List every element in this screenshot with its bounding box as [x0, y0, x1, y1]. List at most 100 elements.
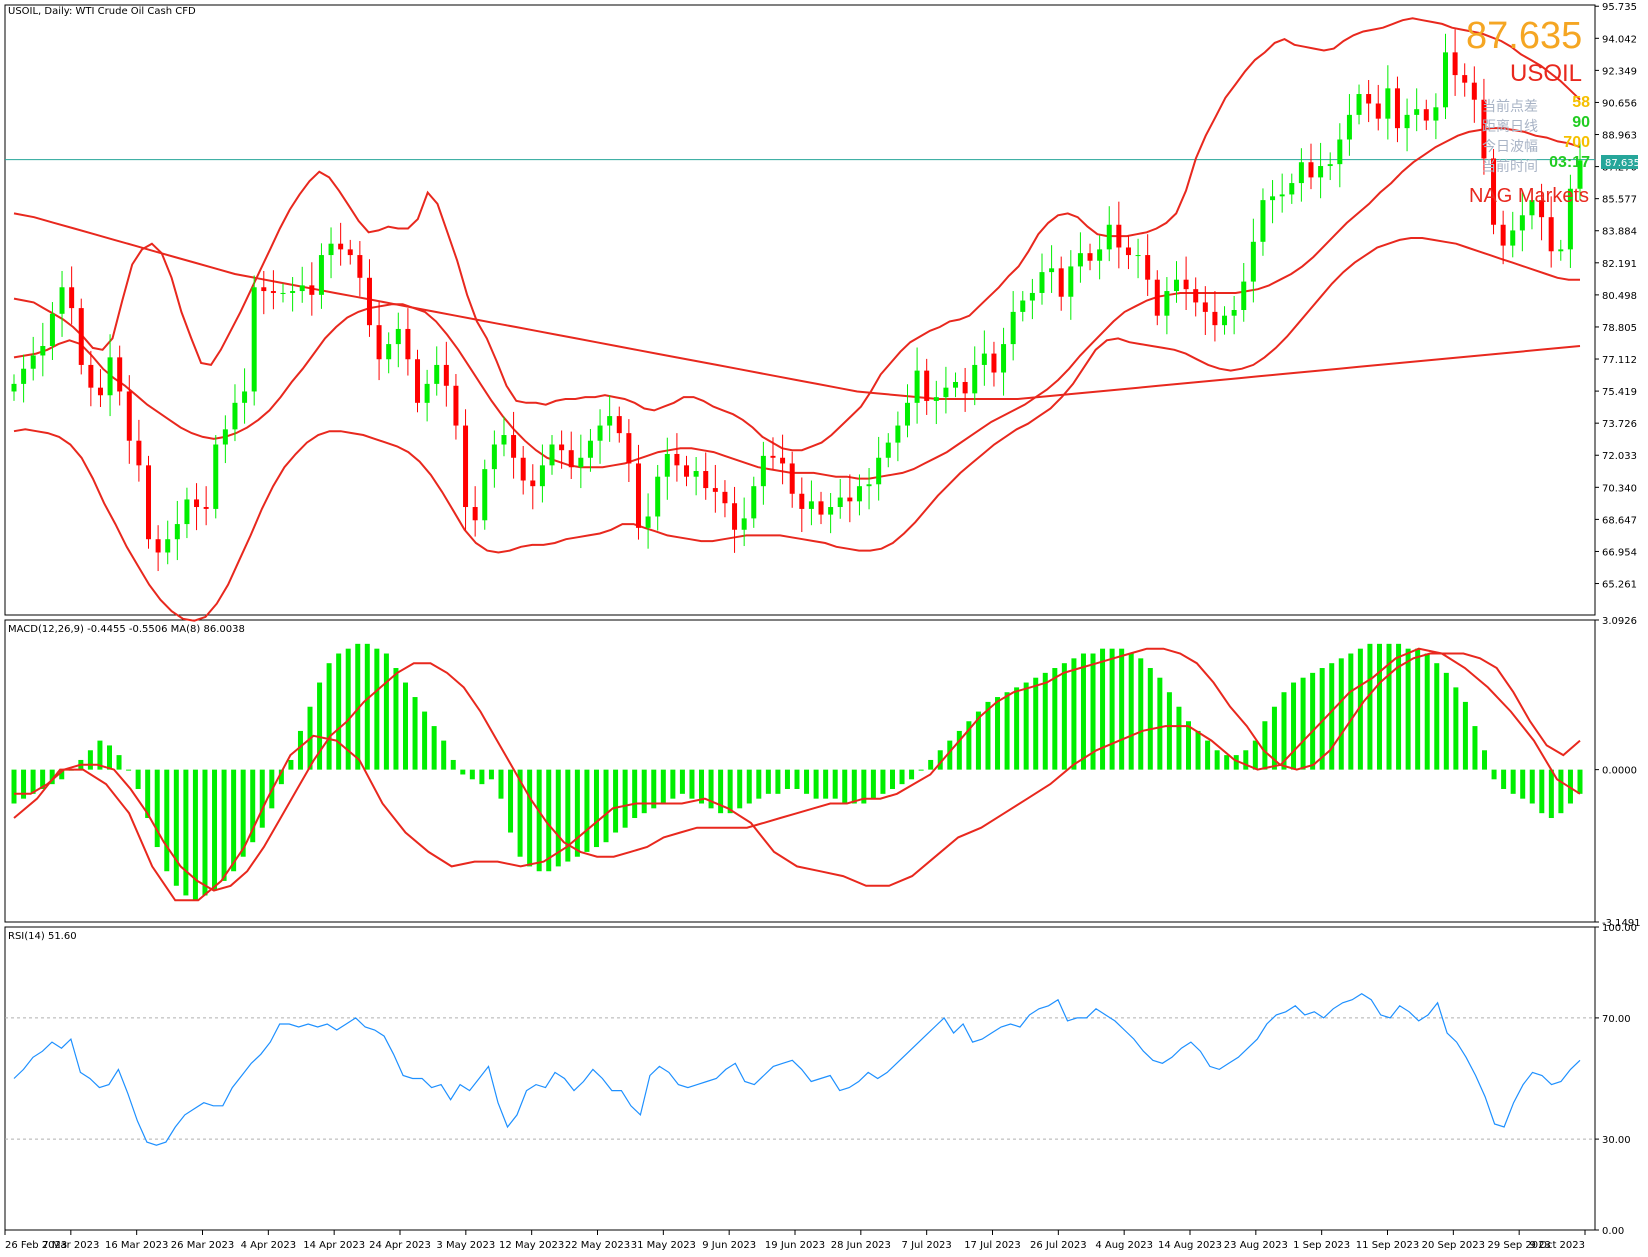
macd-histogram-bar: [1100, 648, 1106, 770]
rsi-panel[interactable]: [5, 992, 1595, 1146]
macd-histogram-bar: [1166, 692, 1172, 770]
candle-body: [1097, 249, 1103, 261]
candle-body: [770, 455, 776, 458]
macd-tick-label: 0.0000: [1602, 766, 1637, 777]
indicator-line: [13, 127, 1581, 480]
time-tick-label: 26 Feb 2023: [5, 1240, 67, 1251]
candle-body: [1298, 162, 1304, 184]
candle-body: [1058, 268, 1064, 297]
candle-body: [924, 370, 930, 401]
candle-body: [1289, 183, 1295, 195]
macd-histogram-bar: [11, 769, 17, 804]
candle-body: [1202, 302, 1208, 312]
time-tick-label: 12 May 2023: [499, 1240, 564, 1251]
macd-histogram-bar: [1338, 658, 1344, 770]
candle-body: [511, 435, 517, 458]
macd-histogram-bar: [326, 663, 332, 770]
rsi-tick-label: 100.00: [1602, 923, 1637, 934]
candle-body: [1452, 52, 1458, 76]
macd-histogram-bar: [870, 769, 876, 799]
macd-histogram-bar: [1482, 750, 1488, 770]
candle-body: [59, 287, 65, 314]
candle-body: [376, 325, 382, 360]
macd-histogram-bar: [670, 769, 676, 799]
macd-histogram-bar: [383, 653, 389, 770]
price-tick-label: 90.656: [1602, 98, 1637, 109]
macd-histogram-bar: [1462, 701, 1468, 770]
candle-body: [318, 255, 324, 295]
candle-body: [463, 425, 469, 508]
candle-body: [1125, 247, 1131, 256]
macd-histogram-bar: [154, 769, 160, 848]
macd-histogram-bar: [106, 745, 112, 770]
candle-body: [693, 471, 699, 477]
candle-body: [1558, 249, 1564, 252]
macd-histogram-bar: [1186, 721, 1191, 770]
macd-histogram-bar: [909, 769, 915, 780]
macd-histogram-bar: [1558, 769, 1564, 814]
price-tick-label: 65.261: [1602, 580, 1637, 591]
candle-body: [155, 539, 161, 553]
macd-histogram-bar: [737, 769, 743, 809]
macd-histogram-bar: [1415, 648, 1421, 770]
macd-histogram-bar: [173, 769, 179, 886]
candle-body: [501, 435, 507, 445]
candle-body: [703, 471, 709, 489]
candle-body: [1471, 82, 1477, 100]
macd-panel[interactable]: [11, 643, 1583, 902]
price-panel[interactable]: [5, 17, 1595, 622]
candle-body: [808, 501, 814, 509]
macd-histogram-bar: [1376, 643, 1382, 770]
price-tick-label: 94.042: [1602, 34, 1637, 45]
candle-body: [386, 344, 392, 360]
info-row-value: 58: [1572, 94, 1590, 111]
macd-histogram-bar: [317, 682, 323, 770]
price-tick-label: 72.033: [1602, 451, 1637, 462]
macd-histogram-bar: [1567, 769, 1573, 804]
macd-histogram-bar: [794, 769, 800, 789]
candle-body: [732, 503, 738, 530]
candle-body: [328, 243, 334, 256]
macd-histogram-bar: [1033, 677, 1039, 770]
macd-histogram-bar: [1071, 658, 1077, 770]
time-tick-label: 26 Mar 2023: [171, 1240, 234, 1251]
candle-body: [895, 425, 901, 443]
macd-histogram-bar: [1109, 648, 1115, 770]
candle-body: [1491, 158, 1497, 225]
macd-histogram-bar: [460, 769, 466, 775]
candle-body: [491, 444, 497, 470]
candle-body: [1087, 253, 1093, 261]
candle-body: [1346, 114, 1352, 140]
macd-histogram-bar: [527, 769, 533, 867]
macd-histogram-bar: [889, 769, 895, 789]
macd-histogram-bar: [288, 759, 294, 770]
candle-body: [856, 486, 862, 502]
macd-histogram-bar: [1319, 668, 1325, 770]
macd-histogram-bar: [718, 769, 724, 814]
macd-histogram-bar: [1291, 682, 1297, 770]
candle-body: [1241, 281, 1247, 310]
time-tick-label: 29 Sep 2023: [1487, 1240, 1550, 1251]
candle-body: [1385, 88, 1391, 119]
macd-histogram-bar: [116, 755, 122, 770]
macd-histogram-bar: [1052, 668, 1058, 770]
macd-histogram-bar: [412, 697, 418, 770]
candle-body: [415, 359, 421, 403]
candle-body: [443, 364, 449, 386]
price-tick-label: 68.647: [1602, 515, 1637, 526]
macd-histogram-bar: [469, 769, 475, 780]
price-axis: 95.73594.04292.34990.65688.96387.27085.5…: [1595, 2, 1641, 1237]
macd-histogram-bar: [1262, 721, 1268, 770]
candle-body: [69, 287, 75, 309]
macd-histogram-bar: [861, 769, 867, 804]
price-overlay-big: 87.635: [1466, 15, 1583, 57]
macd-histogram-bar: [1424, 653, 1430, 770]
macd-histogram-bar: [1004, 692, 1010, 770]
macd-histogram-bar: [995, 697, 1001, 770]
macd-histogram-bar: [202, 769, 208, 896]
macd-histogram-bar: [441, 740, 447, 770]
macd-histogram-bar: [708, 769, 714, 809]
macd-histogram-bar: [1214, 750, 1220, 770]
candle-body: [88, 364, 94, 388]
candle-body: [972, 364, 978, 394]
